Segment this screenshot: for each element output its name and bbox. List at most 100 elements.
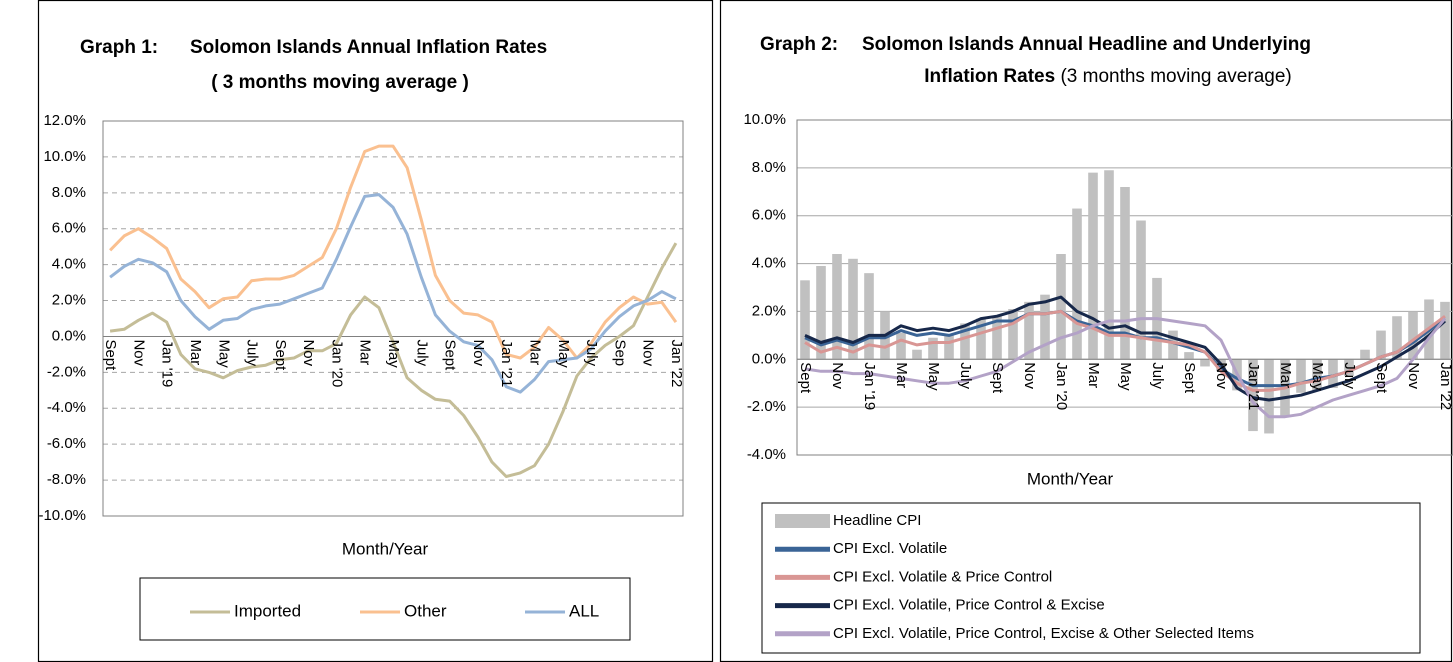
series-line bbox=[109, 193, 677, 394]
series-line bbox=[804, 309, 1446, 392]
y-tick-label: 2.0% bbox=[52, 292, 86, 309]
chart-subtitle: ( 3 months moving average ) bbox=[211, 72, 469, 93]
y-tick-label: 6.0% bbox=[52, 220, 86, 237]
y-tick-label: 8.0% bbox=[52, 184, 86, 201]
series-line bbox=[109, 242, 678, 478]
x-tick-label: Sept bbox=[442, 339, 459, 371]
panel-frame bbox=[719, 0, 1453, 662]
y-tick-label: -2.0% bbox=[47, 363, 86, 380]
bar bbox=[1200, 359, 1210, 367]
x-tick-label: May bbox=[385, 339, 402, 368]
bar bbox=[1088, 172, 1098, 360]
x-tick-label: Sept bbox=[989, 362, 1006, 394]
x-tick-label: Jan '21 bbox=[1245, 362, 1262, 410]
x-tick-label: Nov bbox=[829, 362, 846, 389]
bar bbox=[1344, 359, 1354, 377]
legend-label: Headline CPI bbox=[833, 512, 921, 529]
y-tick-label: 0.0% bbox=[752, 350, 786, 367]
bar bbox=[1440, 301, 1450, 360]
bar bbox=[896, 332, 906, 360]
x-tick-label: July bbox=[244, 339, 261, 366]
bar bbox=[960, 323, 970, 360]
series-line bbox=[109, 144, 678, 360]
x-tick-label: Nov bbox=[1405, 362, 1422, 389]
bar bbox=[1296, 359, 1306, 393]
bar bbox=[1136, 220, 1146, 360]
graph-label: Graph 1: bbox=[80, 37, 158, 58]
bar bbox=[1056, 254, 1066, 360]
x-tick-label: Mar bbox=[187, 339, 204, 365]
x-tick-label: Nov bbox=[1213, 362, 1230, 389]
bar bbox=[1072, 208, 1082, 360]
series-line bbox=[804, 317, 1447, 419]
series-line bbox=[804, 295, 1447, 402]
y-tick-label: -8.0% bbox=[47, 471, 86, 488]
x-tick-label: Jan '22 bbox=[668, 339, 685, 387]
x-tick-label: Jan '22 bbox=[1437, 362, 1453, 410]
bar bbox=[1104, 170, 1114, 360]
bar bbox=[1168, 330, 1178, 360]
legend-box bbox=[761, 502, 1421, 654]
legend-label: CPI Excl. Volatile & Price Control bbox=[833, 568, 1052, 585]
y-tick-label: -2.0% bbox=[747, 398, 786, 415]
bar bbox=[1040, 294, 1050, 360]
graph-1: Graph 1: Solomon Islands Annual Inflation… bbox=[38, 37, 685, 641]
y-tick-label: 10.0% bbox=[743, 111, 786, 128]
bar bbox=[848, 258, 858, 360]
y-tick-label: -4.0% bbox=[47, 399, 86, 416]
chart-title-line: Inflation Rates (3 months moving average… bbox=[924, 66, 1291, 87]
plot-frame bbox=[102, 120, 684, 517]
x-tick-label: May bbox=[1117, 362, 1134, 391]
bar bbox=[1376, 330, 1386, 360]
graph-label: Graph 2: bbox=[760, 34, 838, 55]
legend-label: CPI Excl. Volatile bbox=[833, 540, 947, 557]
x-tick-label: Nov bbox=[640, 339, 657, 366]
bar bbox=[800, 280, 810, 360]
bar bbox=[1360, 349, 1370, 360]
x-tick-label: Sept bbox=[1373, 362, 1390, 394]
x-tick-label: Mar bbox=[526, 339, 543, 365]
legend-label: Other bbox=[404, 601, 447, 620]
y-tick-label: 0.0% bbox=[52, 327, 86, 344]
x-tick-label: Sep bbox=[611, 339, 628, 366]
x-tick-label: Mar bbox=[357, 339, 374, 365]
x-tick-label: May bbox=[1309, 362, 1326, 391]
bar bbox=[1120, 187, 1130, 360]
y-tick-label: 12.0% bbox=[43, 112, 86, 129]
x-tick-label: May bbox=[555, 339, 572, 368]
bar bbox=[1328, 359, 1338, 388]
chart-title: Solomon Islands Annual Headline and Unde… bbox=[862, 34, 1311, 55]
y-tick-label: 8.0% bbox=[752, 159, 786, 176]
x-tick-label: Sept bbox=[272, 339, 289, 371]
x-tick-label: Mar bbox=[893, 362, 910, 388]
legend-label: ALL bbox=[569, 601, 599, 620]
bar bbox=[912, 349, 922, 360]
y-tick-label: -10.0% bbox=[38, 507, 86, 524]
chart-title: Solomon Islands Annual Inflation Rates bbox=[190, 37, 547, 58]
y-tick-label: -4.0% bbox=[747, 446, 786, 463]
x-tick-label: July bbox=[1341, 362, 1358, 389]
x-tick-label: Nov bbox=[1021, 362, 1038, 389]
x-tick-label: Sept bbox=[1181, 362, 1198, 394]
x-tick-label: July bbox=[583, 339, 600, 366]
graph-2: Graph 2: Solomon Islands Annual Headline … bbox=[743, 34, 1453, 654]
legend-label: CPI Excl. Volatile, Price Control & Exci… bbox=[833, 597, 1105, 614]
y-tick-label: 4.0% bbox=[752, 255, 786, 272]
y-tick-label: 2.0% bbox=[752, 302, 786, 319]
x-tick-label: July bbox=[413, 339, 430, 366]
x-tick-label: Jan '19 bbox=[159, 339, 176, 387]
bar bbox=[944, 335, 954, 360]
x-tick-label: May bbox=[925, 362, 942, 391]
x-tick-label: July bbox=[1149, 362, 1166, 389]
y-tick-label: 10.0% bbox=[43, 148, 86, 165]
bar bbox=[1392, 316, 1402, 360]
bar bbox=[816, 265, 826, 360]
panel-frame bbox=[37, 0, 714, 662]
bar bbox=[976, 318, 986, 360]
chart-subtitle: (3 months moving average) bbox=[1060, 66, 1291, 87]
legend-swatch bbox=[775, 514, 830, 528]
x-tick-label: Jan '21 bbox=[498, 339, 515, 387]
chart-title: Inflation Rates bbox=[924, 66, 1055, 87]
x-tick-label: Nov bbox=[470, 339, 487, 366]
